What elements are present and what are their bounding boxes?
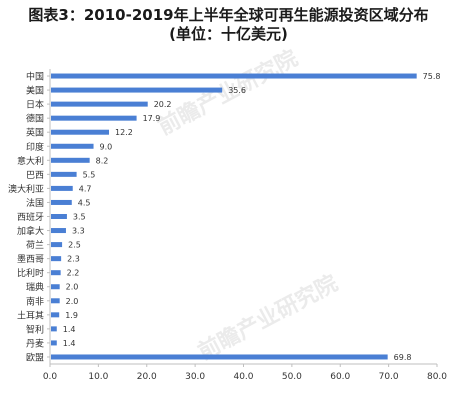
bar-value-label: 3.5 xyxy=(73,213,86,222)
x-tick-label: 0.0 xyxy=(43,372,58,382)
bar-value-label: 2.0 xyxy=(66,297,79,306)
x-tick-label: 30.0 xyxy=(185,372,205,382)
category-label: 墨西哥 xyxy=(17,254,44,265)
bar-value-label: 2.5 xyxy=(68,241,81,250)
category-label: 意大利 xyxy=(17,155,44,167)
x-tick-label: 10.0 xyxy=(88,372,108,382)
category-label: 日本 xyxy=(26,99,44,111)
bar-value-label: 4.7 xyxy=(79,184,92,193)
x-tick-label: 80.0 xyxy=(427,372,447,382)
bar-value-label: 35.6 xyxy=(228,86,246,95)
bar xyxy=(51,228,66,234)
chart-title-line2: (单位：十亿美元) xyxy=(169,25,288,43)
bar-value-label: 1.4 xyxy=(63,339,76,348)
bar xyxy=(51,157,90,163)
category-label: 比利时 xyxy=(17,267,44,279)
category-label: 南非 xyxy=(26,295,44,307)
category-label: 西班牙 xyxy=(17,211,44,223)
bar xyxy=(51,256,62,262)
bar xyxy=(51,284,60,290)
x-tick-label: 70.0 xyxy=(379,372,399,382)
bar-value-label: 75.8 xyxy=(423,72,441,81)
category-label: 丹麦 xyxy=(26,337,44,349)
bar xyxy=(51,199,72,205)
bar xyxy=(51,298,60,304)
category-label: 美国 xyxy=(26,85,44,97)
bar-value-label: 1.9 xyxy=(65,311,78,320)
bar xyxy=(51,115,137,121)
category-label: 加拿大 xyxy=(17,225,44,237)
bar xyxy=(51,87,223,93)
bar xyxy=(51,340,57,346)
bar-value-label: 69.8 xyxy=(394,353,412,362)
category-label: 法国 xyxy=(26,197,44,209)
x-tick-label: 50.0 xyxy=(282,372,302,382)
bar-value-label: 8.2 xyxy=(96,156,109,165)
x-tick-label: 20.0 xyxy=(137,372,157,382)
bar-value-label: 20.2 xyxy=(154,100,172,109)
bar xyxy=(51,73,417,79)
x-tick-label: 40.0 xyxy=(233,372,253,382)
bar xyxy=(51,129,110,135)
category-label: 印度 xyxy=(26,141,44,153)
bar-value-label: 12.2 xyxy=(115,128,133,137)
bar xyxy=(51,185,73,191)
bar-value-label: 2.3 xyxy=(67,255,80,264)
category-label: 欧盟 xyxy=(26,351,44,363)
bar-value-label: 2.2 xyxy=(67,269,80,278)
bar xyxy=(51,143,94,149)
bar-value-label: 9.0 xyxy=(100,142,113,151)
category-label: 英国 xyxy=(26,127,44,139)
bar xyxy=(51,101,148,107)
category-label: 巴西 xyxy=(26,170,44,181)
category-label: 德国 xyxy=(26,113,44,125)
bar-value-label: 1.4 xyxy=(63,325,76,334)
bar xyxy=(51,242,63,248)
chart-title-line1: 图表3：2010-2019年上半年全球可再生能源投资区域分布 xyxy=(28,6,429,24)
bar xyxy=(51,312,60,318)
bar-value-label: 4.5 xyxy=(78,198,91,207)
category-label: 土耳其 xyxy=(17,309,44,321)
bar xyxy=(51,171,77,177)
bar xyxy=(51,214,67,219)
bar xyxy=(51,270,61,276)
category-label: 澳大利亚 xyxy=(8,183,44,195)
bar-value-label: 17.9 xyxy=(143,114,161,123)
bar-value-label: 2.0 xyxy=(66,283,79,292)
bar xyxy=(51,326,57,332)
category-label: 瑞典 xyxy=(26,281,44,293)
bar-value-label: 5.5 xyxy=(83,170,96,179)
category-label: 荷兰 xyxy=(26,239,44,251)
category-label: 中国 xyxy=(26,71,44,83)
bar xyxy=(51,354,388,360)
bar-value-label: 3.3 xyxy=(72,227,85,236)
x-tick-label: 60.0 xyxy=(330,372,350,382)
category-label: 智利 xyxy=(26,323,44,335)
